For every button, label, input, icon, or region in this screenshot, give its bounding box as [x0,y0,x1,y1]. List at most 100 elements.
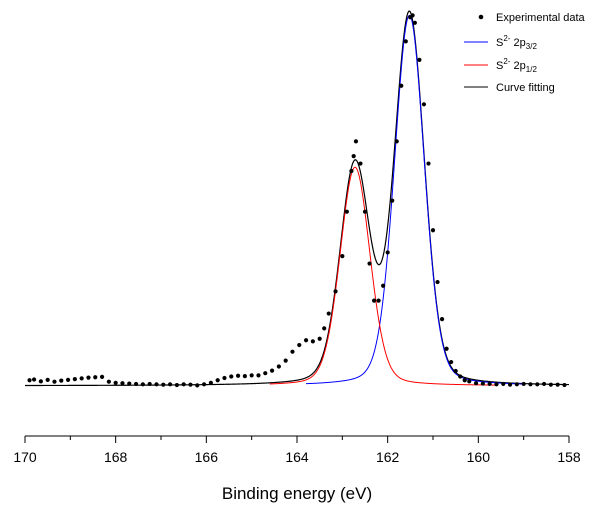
data-point [59,378,64,383]
data-point [385,250,390,255]
data-point [154,382,159,387]
data-point [27,378,32,383]
data-point [507,382,513,387]
data-point [201,382,207,387]
data-point [535,382,540,387]
data-point [410,13,415,18]
data-point [249,373,254,378]
data-point [421,102,427,107]
data-point [195,383,200,388]
data-point [65,377,71,382]
data-point [501,381,506,387]
x-tick-label: 160 [467,449,491,465]
data-point [528,382,533,387]
data-point [351,154,356,159]
data-point [430,228,436,233]
data-point [541,381,547,387]
x-tick-label: 158 [557,449,581,465]
data-point [303,338,309,343]
x-tick-label: 164 [285,449,309,465]
data-point [38,379,43,384]
data-point [72,377,77,382]
data-point [480,381,485,386]
legend-item-s32: S2- 2p3/2 [464,34,537,51]
data-point [403,39,408,44]
plot-area [24,10,570,388]
data-point [439,317,445,322]
data-point [290,349,295,354]
data-point [188,382,193,387]
data-point [283,358,288,363]
data-point [133,381,139,387]
data-point [326,311,331,316]
data-point [381,283,386,288]
data-point [235,373,241,378]
x-tick-label: 162 [376,449,400,465]
data-point [269,368,275,373]
data-point [444,346,449,351]
data-point [417,57,422,62]
data-point [453,368,458,374]
data-point [113,380,118,385]
data-point [276,364,281,369]
data-point [394,139,399,144]
data-point [86,375,91,380]
data-point [349,168,354,174]
data-point [353,139,359,144]
data-point [367,261,372,266]
x-axis-title: Binding energy (eV) [222,484,372,503]
data-point [462,378,467,383]
data-point [322,326,327,331]
legend: Experimental data S2- 2p3/2 S2- 2p1/2 Cu… [464,12,586,94]
data-point [521,381,526,387]
data-point [562,382,567,388]
legend-label-experimental: Experimental data [496,12,586,24]
data-point [161,382,166,387]
x-tick-label: 168 [104,449,128,465]
data-point [426,161,431,166]
series-line-s2-2p1-2 [269,166,497,386]
data-point [467,379,472,384]
data-point [79,376,84,381]
legend-label-s32: S2- 2p3/2 [496,34,537,51]
data-point [473,381,479,386]
data-point [120,381,125,386]
data-point [514,382,519,387]
legend-item-experimental: Experimental data [478,12,586,24]
data-point [390,198,395,203]
data-point [93,375,98,380]
data-point [256,373,261,378]
data-point [555,382,560,387]
series-line-curve-fitting [24,10,570,387]
data-point [399,83,404,88]
data-point [310,339,315,344]
data-point [52,379,57,384]
data-point [458,374,463,379]
data-point [215,378,220,383]
x-axis: 170 168 166 164 162 160 158 [13,435,581,465]
data-point [222,375,227,381]
data-point [208,380,213,385]
data-point [449,359,454,365]
data-point [435,279,440,285]
data-point [494,382,499,387]
data-point [317,336,322,341]
data-point [229,374,234,379]
data-point [147,381,152,387]
data-point [181,382,186,387]
data-point [548,382,553,387]
data-point [412,20,417,25]
data-point [340,254,345,259]
data-point [487,381,492,387]
data-point [127,381,132,386]
data-point [167,382,173,387]
data-point [45,377,50,382]
data-point [174,382,179,388]
x-tick-label: 166 [195,449,219,465]
data-point [362,209,368,214]
data-point [140,382,145,387]
legend-item-fit: Curve fitting [464,82,555,94]
data-point [106,379,111,384]
data-point [333,289,338,294]
